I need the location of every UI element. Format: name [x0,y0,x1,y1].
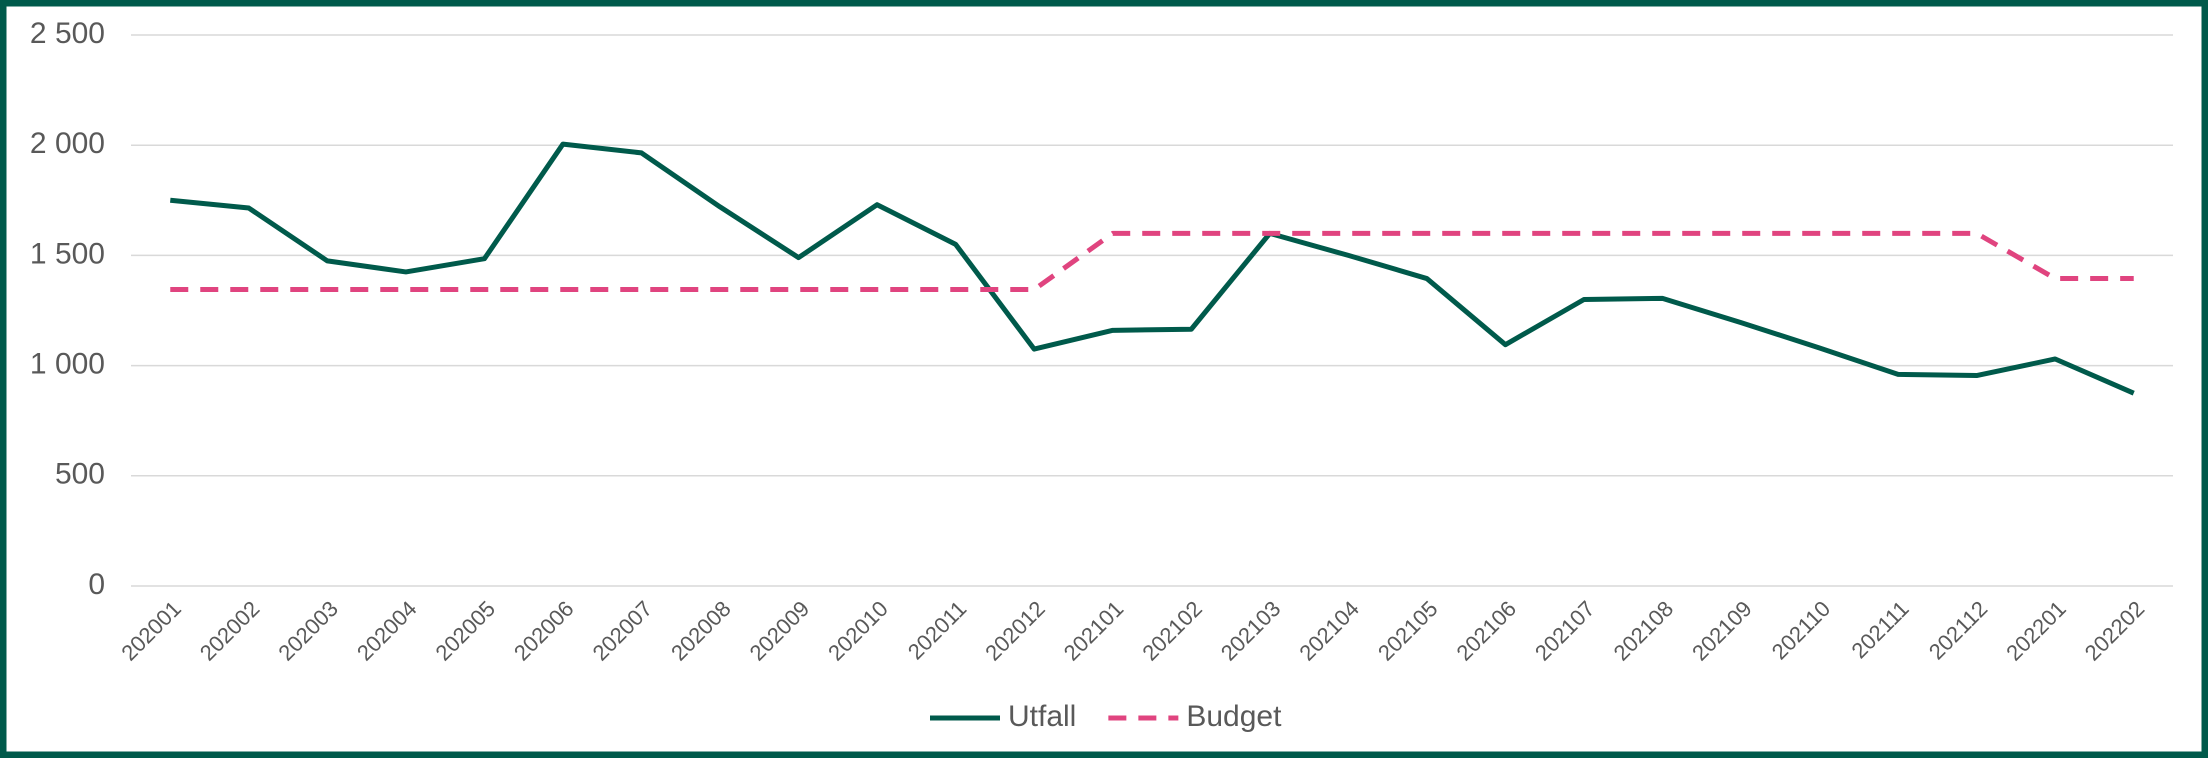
x-tick-label: 202103 [1216,596,1286,666]
y-tick-label: 0 [88,568,105,601]
x-tick-label: 202107 [1530,596,1600,666]
x-tick-label: 202202 [2080,596,2150,666]
x-tick-label: 202007 [588,596,658,666]
y-tick-label: 2 500 [30,17,105,50]
y-tick-label: 1 000 [30,348,105,381]
series-line [170,141,2135,396]
x-tick-label: 202004 [352,596,422,666]
legend-label: Budget [1186,700,1282,733]
x-tick-label: 202101 [1059,596,1129,666]
x-tick-label: 202003 [273,596,343,666]
x-tick-label: 202009 [745,596,815,666]
x-tick-label: 202006 [509,596,579,666]
y-tick-label: 1 500 [30,237,105,270]
x-tick-label: 202104 [1294,596,1364,666]
x-tick-label: 202108 [1609,596,1679,666]
x-tick-label: 202111 [1846,596,1913,663]
x-tick-label: 202011 [903,596,971,664]
y-tick-label: 2 000 [30,127,105,160]
series-line [170,230,2134,293]
y-tick-label: 500 [55,458,105,491]
x-tick-label: 202109 [1687,596,1757,666]
x-tick-label: 202010 [823,596,893,666]
x-tick-label: 202106 [1451,596,1521,666]
x-tick-label: 202012 [980,596,1050,666]
x-tick-label: 202112 [1924,596,1992,664]
legend-label: Utfall [1008,700,1076,733]
x-tick-label: 202002 [195,596,265,666]
x-tick-label: 202001 [116,596,186,666]
x-tick-label: 202105 [1373,596,1443,666]
x-tick-label: 202201 [2001,596,2071,666]
x-tick-label: 202102 [1137,596,1207,666]
x-tick-label: 202110 [1767,596,1835,664]
x-tick-label: 202008 [666,596,736,666]
x-tick-label: 202005 [430,596,500,666]
